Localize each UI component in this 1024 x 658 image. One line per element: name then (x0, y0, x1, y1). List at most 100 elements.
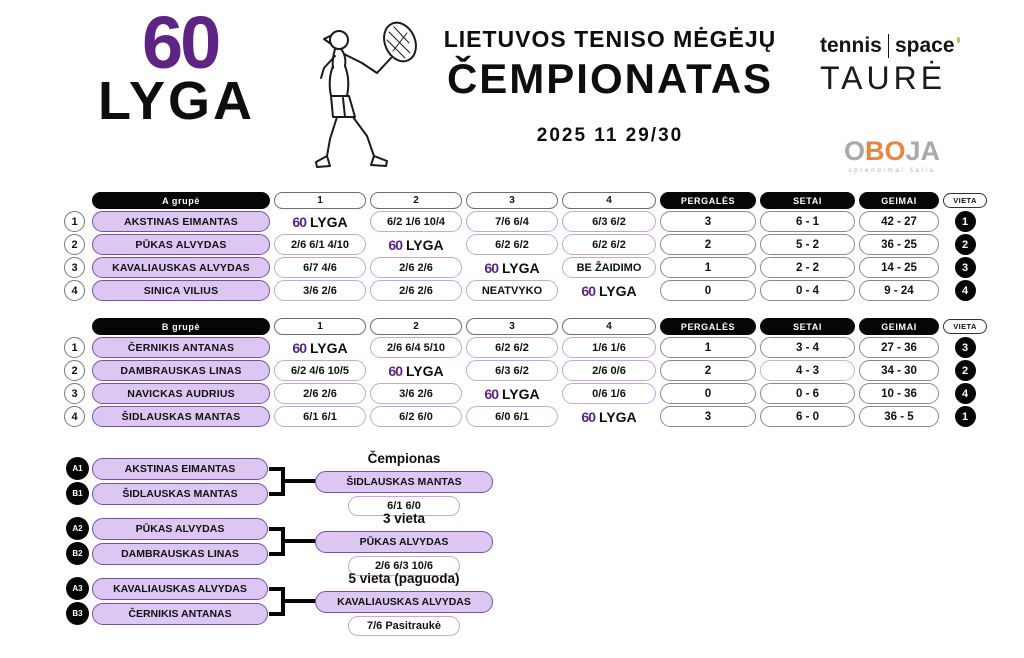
place-header: VIETA (943, 193, 987, 208)
match-score-cell: 7/6 6/4 (466, 211, 558, 232)
match-score-cell: 1/6 1/6 (562, 337, 656, 358)
match-score-cell: 2/6 6/1 4/10 (274, 234, 366, 255)
opponent-column-header: 1 (274, 318, 366, 335)
row-number-badge: 2 (64, 360, 85, 381)
bracket-player-pill: KAVALIAUSKAS ALVYDAS (92, 578, 268, 600)
sets-cell: 0 - 4 (760, 280, 855, 301)
match-score-cell: 3/6 2/6 (274, 280, 366, 301)
row-number-badge: 3 (64, 383, 85, 404)
mini-logo-text: LYGA (309, 339, 348, 356)
self-logo-cell: 60 LYGA (466, 257, 558, 278)
group-label-pill: A grupė (92, 192, 270, 209)
bracket-winner-pill: ŠIDLAUSKAS MANTAS (315, 471, 493, 493)
place-badge: 1 (954, 211, 976, 232)
mini-logo-text: LYGA (405, 362, 444, 379)
match-score-cell: 6/2 4/6 10/5 (274, 360, 366, 381)
wins-header: PERGALĖS (660, 192, 756, 209)
sets-header: SETAI (760, 318, 855, 335)
games-cell: 34 - 30 (859, 360, 939, 381)
wins-cell: 2 (660, 360, 756, 381)
bracket-seed-badge: A2 (66, 517, 89, 540)
games-cell: 10 - 36 (859, 383, 939, 404)
player-name-pill: PŪKAS ALVYDAS (92, 234, 270, 255)
partner-tagline: sprendimai šalia (848, 167, 936, 174)
mini-logo-number: 60 (581, 282, 596, 299)
match-score-cell: NEATVYKO (466, 280, 558, 301)
player-name-pill: AKSTINAS EIMANTAS (92, 211, 270, 232)
mini-logo-text: LYGA (309, 213, 348, 230)
self-logo-cell: 60 LYGA (370, 360, 462, 381)
bracket-score-pill: 2/6 6/3 10/6 (348, 556, 460, 576)
partner-letter: O (843, 136, 865, 166)
player-name-pill: NAVICKAS AUDRIUS (92, 383, 270, 404)
bracket-player-pill: ŠIDLAUSKAS MANTAS (92, 483, 268, 505)
bracket-connector (269, 467, 285, 496)
mini-logo-number: 60 (484, 259, 499, 276)
place-badge: 4 (954, 383, 976, 404)
bracket-title: 3 vieta (382, 511, 426, 526)
player-name-pill: DAMBRAUSKAS LINAS (92, 360, 270, 381)
row-number-badge: 2 (64, 234, 85, 255)
match-score-cell: 6/2 6/0 (370, 406, 462, 427)
match-score-cell: 2/6 2/6 (274, 383, 366, 404)
mini-logo-number: 60 (292, 213, 307, 230)
place-badge: 3 (954, 257, 976, 278)
event-title-line2: ČEMPIONATAS (446, 55, 774, 102)
bracket-connector-line (284, 599, 316, 603)
match-score-cell: BE ŽAIDIMO (562, 257, 656, 278)
bracket-seed-badge: B3 (66, 602, 89, 625)
wins-cell: 0 (660, 280, 756, 301)
place-badge: 2 (954, 360, 976, 381)
match-score-cell: 2/6 6/4 5/10 (370, 337, 462, 358)
self-logo-cell: 60 LYGA (466, 383, 558, 404)
player-name-pill: SINICA VILIUS (92, 280, 270, 301)
bracket-connector-line (284, 539, 316, 543)
games-cell: 36 - 5 (859, 406, 939, 427)
place-badge: 4 (954, 280, 976, 301)
header-spacer (64, 318, 88, 335)
mini-logo-number: 60 (292, 339, 307, 356)
match-score-cell: 6/1 6/1 (274, 406, 366, 427)
mini-logo-text: LYGA (501, 259, 540, 276)
sets-cell: 2 - 2 (760, 257, 855, 278)
partner-letter: J (905, 136, 921, 166)
tennis-player-illustration (315, 21, 417, 168)
row-number-badge: 1 (64, 337, 85, 358)
partner-letter: A (920, 136, 941, 166)
mini-logo-text: LYGA (598, 282, 637, 299)
games-cell: 27 - 36 (859, 337, 939, 358)
partner-letter: B (864, 136, 885, 166)
opponent-column-header: 2 (370, 318, 462, 335)
wins-cell: 3 (660, 406, 756, 427)
group-table-b: B grupė 1 2 3 4 PERGALĖS SETAI GEIMAI VIETA 1 ČERN… (64, 318, 987, 427)
row-number-badge: 1 (64, 211, 85, 232)
league-logo-text: LYGA (98, 71, 256, 131)
bracket-connector (269, 587, 285, 616)
mini-logo-number: 60 (581, 408, 596, 425)
tennis-ball-icon (956, 37, 960, 43)
games-header: GEIMAI (859, 318, 939, 335)
row-number-badge: 4 (64, 406, 85, 427)
sets-cell: 6 - 0 (760, 406, 855, 427)
wins-cell: 3 (660, 211, 756, 232)
wins-cell: 1 (660, 257, 756, 278)
mini-logo-text: LYGA (501, 385, 540, 402)
place-badge: 2 (954, 234, 976, 255)
self-logo-cell: 60 LYGA (562, 406, 656, 427)
wins-cell: 1 (660, 337, 756, 358)
bracket-title: Čempionas (367, 451, 441, 466)
match-score-cell: 2/6 0/6 (562, 360, 656, 381)
event-title-line1: LIETUVOS TENISO MĖGĖJŲ (443, 26, 777, 52)
sponsor-divider (887, 34, 889, 58)
place-badge: 1 (954, 406, 976, 427)
bracket-winner-pill: PŪKAS ALVYDAS (315, 531, 493, 553)
opponent-column-header: 2 (370, 192, 462, 209)
league-logo-number: 60 (142, 1, 221, 84)
opponent-column-header: 1 (274, 192, 366, 209)
games-cell: 9 - 24 (859, 280, 939, 301)
bracket-score-pill: 6/1 6/0 (348, 496, 460, 516)
sponsor-logo: tennis space TAURĖ (820, 34, 960, 97)
bracket-player-pill: AKSTINAS EIMANTAS (92, 458, 268, 480)
sets-cell: 4 - 3 (760, 360, 855, 381)
header-spacer (64, 192, 88, 209)
